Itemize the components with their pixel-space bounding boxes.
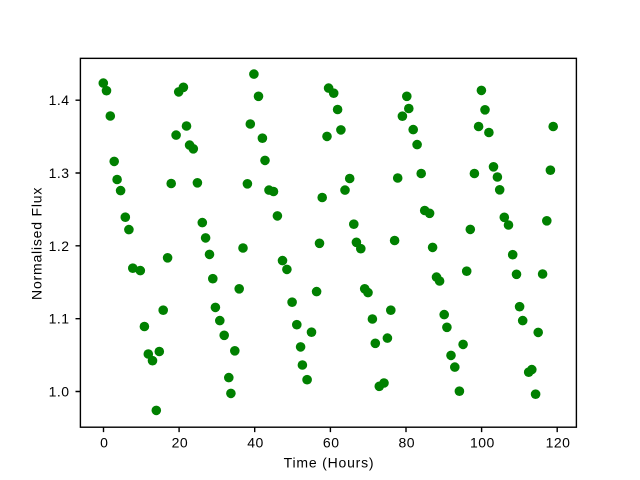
svg-text:80: 80 bbox=[399, 435, 416, 451]
svg-text:0: 0 bbox=[100, 435, 108, 451]
svg-text:40: 40 bbox=[247, 435, 264, 451]
svg-text:1.0: 1.0 bbox=[49, 384, 70, 400]
svg-text:1.4: 1.4 bbox=[49, 92, 70, 108]
svg-text:1.3: 1.3 bbox=[49, 165, 70, 181]
svg-text:120: 120 bbox=[546, 435, 571, 451]
svg-text:1.2: 1.2 bbox=[49, 238, 70, 254]
svg-text:Normalised Flux: Normalised Flux bbox=[29, 187, 45, 300]
svg-text:60: 60 bbox=[323, 435, 340, 451]
svg-text:Time (Hours): Time (Hours) bbox=[284, 455, 375, 471]
svg-text:20: 20 bbox=[172, 435, 189, 451]
svg-text:1.1: 1.1 bbox=[49, 311, 70, 327]
svg-text:100: 100 bbox=[470, 435, 495, 451]
